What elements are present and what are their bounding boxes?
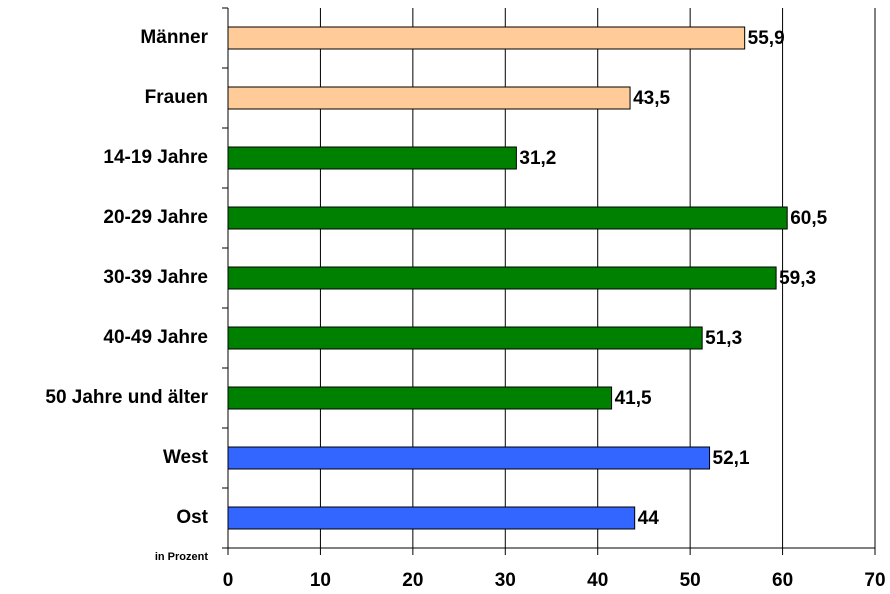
x-tick-label: 10 (310, 570, 331, 591)
value-label: 43,5 (633, 88, 670, 109)
y-tick-label: 40-49 Jahre (103, 327, 208, 348)
value-label: 52,1 (713, 448, 750, 469)
y-tick-label: 20-29 Jahre (103, 207, 208, 228)
y-tick-label: West (163, 447, 209, 468)
bar (227, 446, 711, 470)
x-tick-label: 70 (864, 570, 885, 591)
y-tick-label: 30-39 Jahre (103, 267, 208, 288)
y-tick-label: Frauen (145, 87, 208, 108)
bar (227, 266, 777, 290)
x-tick-label: 60 (772, 570, 793, 591)
x-tick-label: 40 (587, 570, 608, 591)
bar (227, 86, 631, 110)
value-label: 51,3 (705, 328, 742, 349)
value-label: 55,9 (748, 28, 785, 49)
y-tick-label: 14-19 Jahre (103, 147, 208, 168)
value-label: 41,5 (615, 388, 652, 409)
x-tick-label: 30 (495, 570, 516, 591)
value-label: 31,2 (519, 148, 556, 169)
bar (227, 506, 636, 530)
x-tick-label: 50 (680, 570, 701, 591)
y-tick-label: Männer (140, 27, 208, 48)
bar (227, 326, 703, 350)
y-tick-label: Ost (176, 507, 208, 528)
y-tick-label: 50 Jahre und älter (45, 387, 208, 408)
bar (227, 386, 613, 410)
x-axis-label: in Prozent (155, 551, 209, 563)
bar (227, 146, 517, 170)
bar (227, 206, 788, 230)
value-label: 59,3 (779, 268, 816, 289)
bar (227, 26, 746, 50)
value-label: 60,5 (790, 208, 827, 229)
value-label: 44 (638, 508, 660, 529)
x-tick-label: 20 (402, 570, 423, 591)
x-tick-label: 0 (223, 570, 234, 591)
